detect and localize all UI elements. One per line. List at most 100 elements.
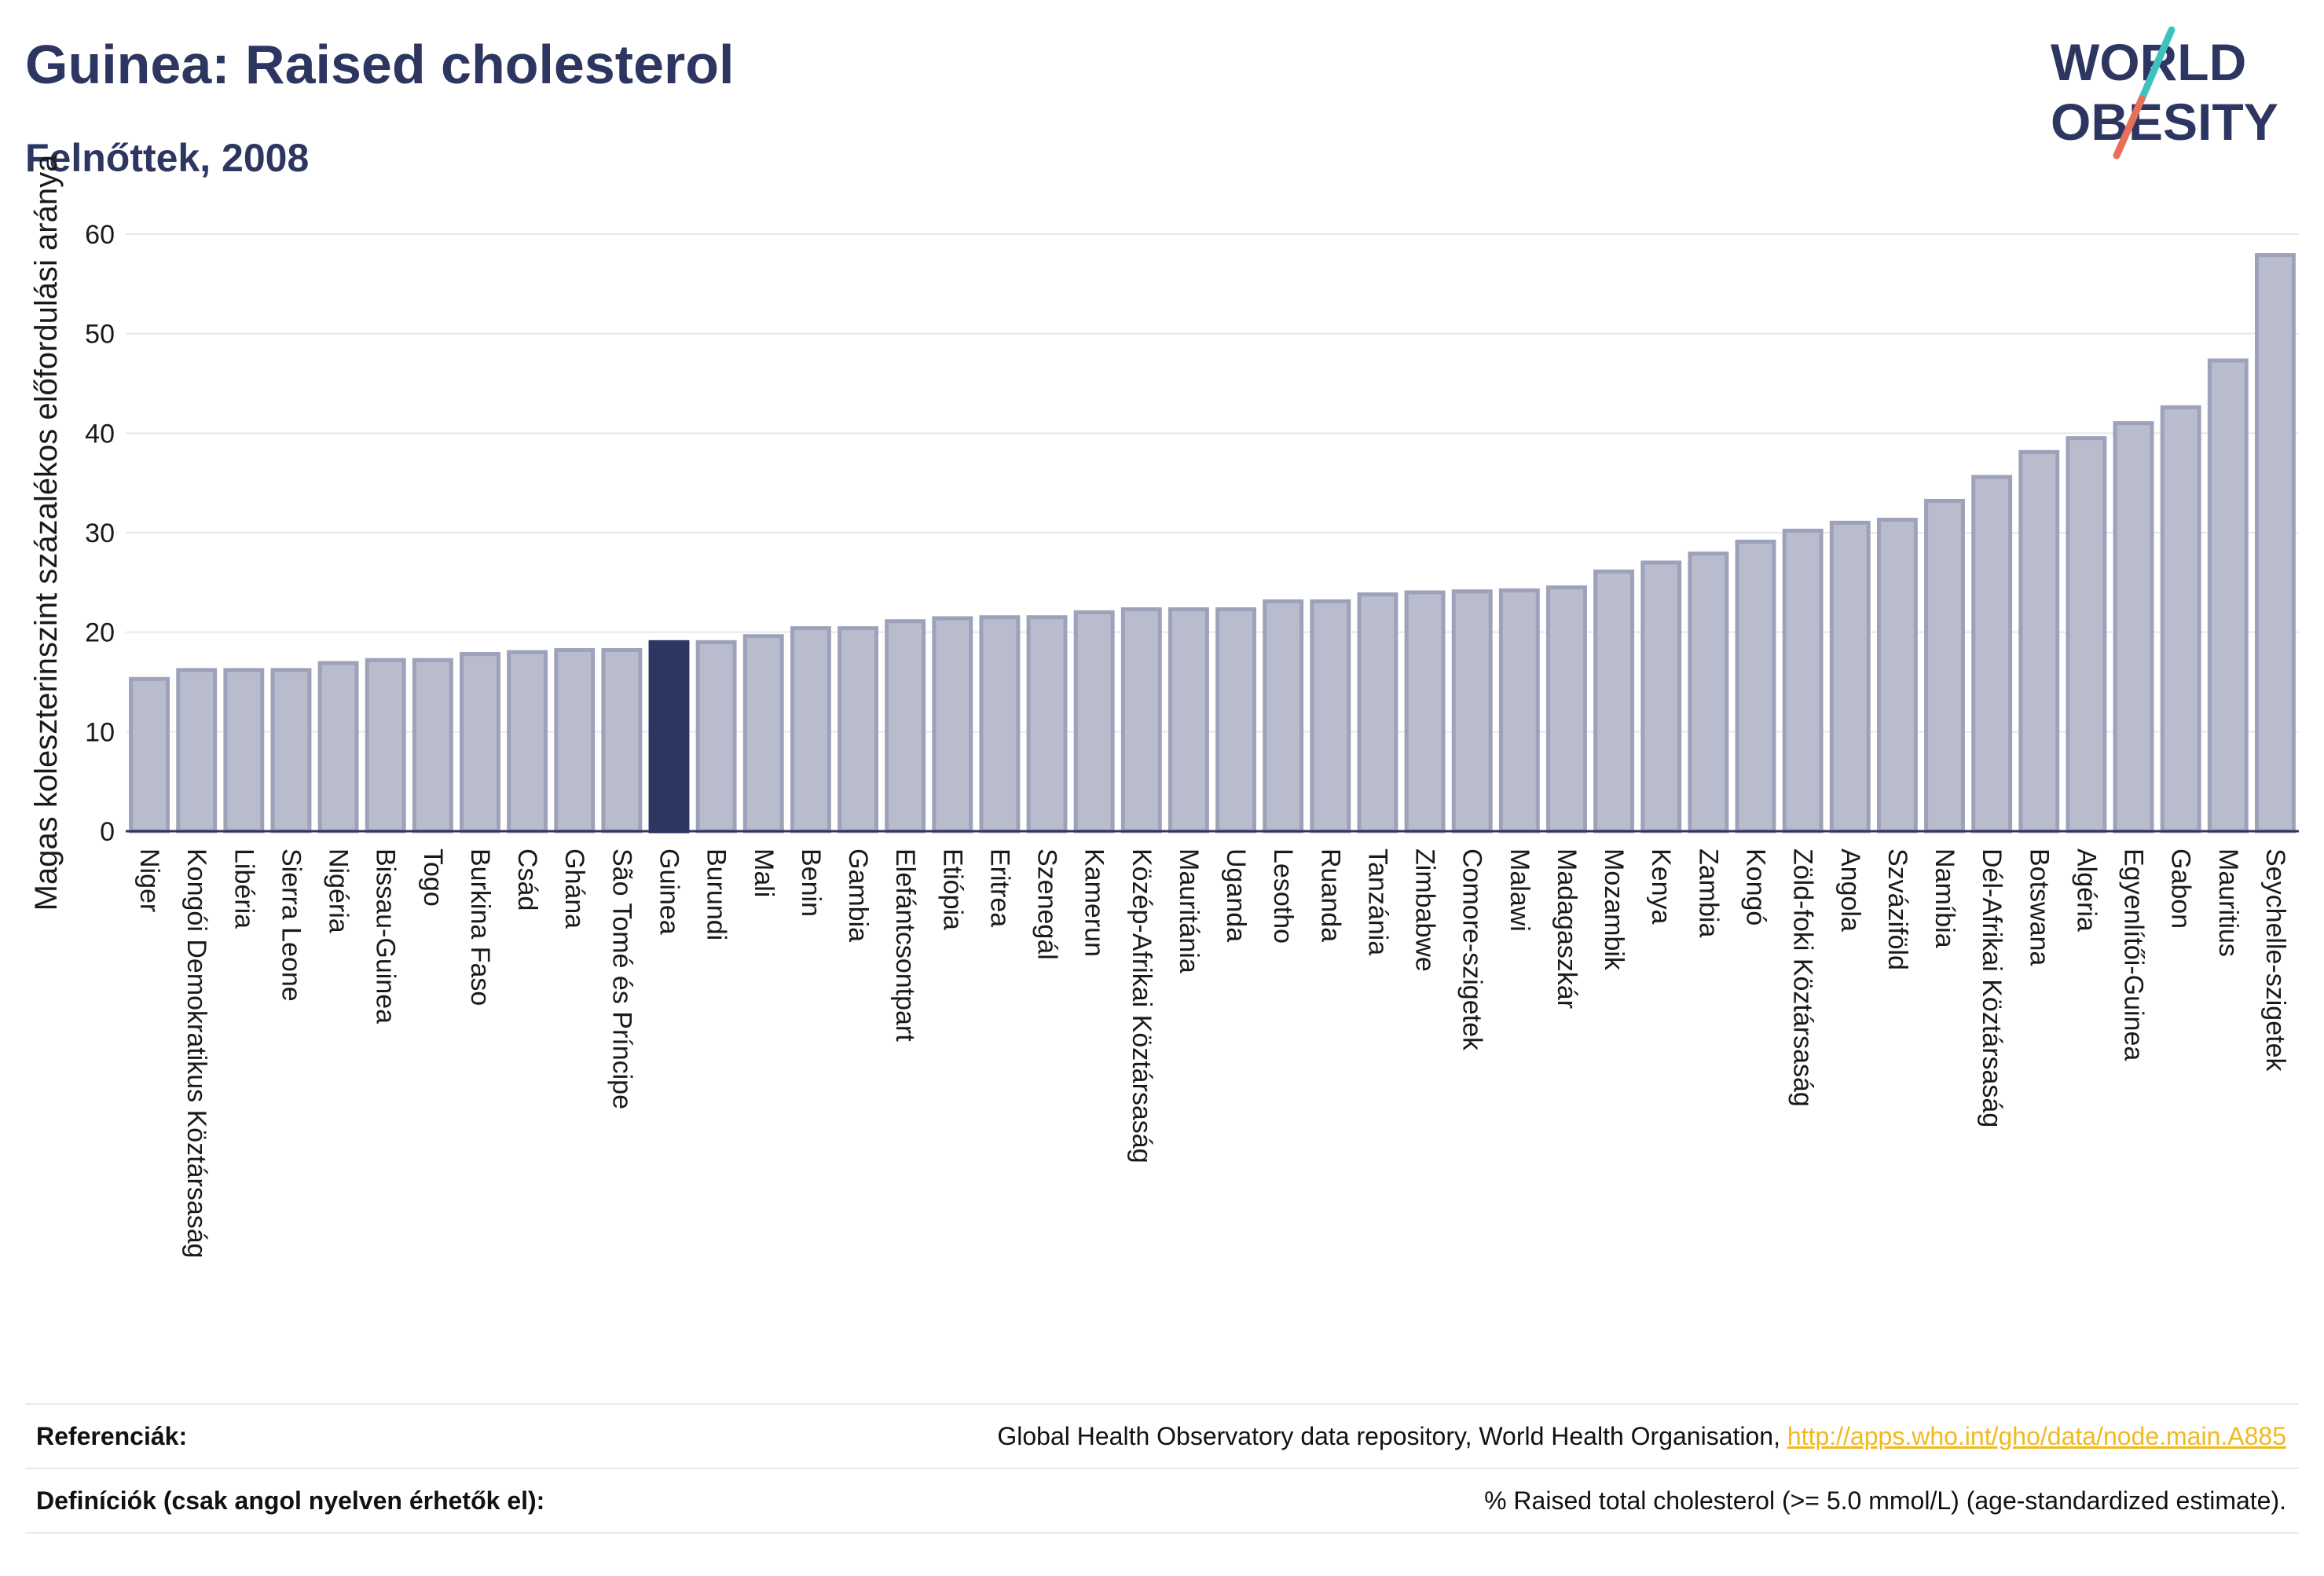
- x-tick-label: Guinea: [654, 848, 684, 935]
- bar: [1357, 592, 1398, 834]
- logo-coral-slash: [2113, 95, 2146, 159]
- bar: [742, 634, 784, 834]
- bar: [1120, 607, 1162, 834]
- bar: [507, 650, 548, 834]
- bar: [601, 647, 643, 834]
- x-tick-label: Gabon: [2166, 848, 2196, 929]
- x-tick-label: Nigéria: [324, 848, 354, 933]
- x-tick-label: Elefántcsontpart: [890, 848, 920, 1042]
- bar: [223, 668, 265, 834]
- bar: [129, 676, 170, 834]
- x-tick-label: Zimbabwe: [1410, 848, 1440, 972]
- x-tick-label: Togo: [418, 848, 448, 907]
- bar: [1735, 539, 1776, 834]
- bar: [885, 619, 926, 834]
- bar-chart: 0 10 20 30 40 50 60 Niger Kongói Demokratikus K…: [29, 154, 2299, 1259]
- bars: [129, 253, 2296, 834]
- references-link[interactable]: http://apps.who.int/gho/data/node.main.A…: [1787, 1422, 2286, 1450]
- logo-line2: OBESITY: [2051, 93, 2278, 151]
- bar: [554, 647, 596, 834]
- x-tick-label: Kenya: [1646, 848, 1676, 924]
- bar: [1593, 569, 1635, 834]
- definitions-value: % Raised total cholesterol (>= 5.0 mmol/…: [1484, 1486, 2286, 1515]
- references-label: Referenciák:: [36, 1422, 188, 1450]
- x-tick-label: Seychelle-szigetek: [2260, 848, 2290, 1072]
- x-tick-label: Libéria: [229, 848, 258, 929]
- bar: [838, 626, 878, 834]
- x-tick-label: Zöld-foki Köztársaság: [1788, 848, 1818, 1107]
- x-tick-label: Etiópia: [937, 848, 967, 930]
- x-tick-label: Közép-Afrikai Köztársaság: [1127, 848, 1157, 1164]
- y-tick-label: 20: [85, 618, 115, 648]
- definitions-row: Definíciók (csak angol nyelven érhetők e…: [25, 1468, 2299, 1534]
- bar: [648, 640, 690, 834]
- x-tick-label: Mali: [749, 848, 779, 897]
- bar: [2160, 405, 2201, 834]
- world-obesity-logo: WORLD OBESITY: [2051, 26, 2278, 159]
- x-tick-label: Namíbia: [1930, 848, 1959, 948]
- x-tick-label: Burkina Faso: [465, 848, 495, 1006]
- x-tick-label: Mauritius: [2213, 848, 2243, 957]
- bar: [2113, 421, 2154, 834]
- logo-teal-slash: [2138, 26, 2176, 103]
- bar: [460, 652, 500, 834]
- y-tick-label: 50: [85, 320, 115, 350]
- x-tick-label: Kamerun: [1080, 848, 1109, 957]
- bar: [2018, 449, 2060, 834]
- x-tick-label: Kongó: [1741, 848, 1771, 925]
- x-tick-label: Algéria: [2071, 848, 2101, 932]
- bar: [979, 615, 1021, 834]
- y-tick-label: 30: [85, 519, 115, 548]
- x-tick-label: Mozambik: [1599, 848, 1629, 971]
- x-tick-label: Ruanda: [1315, 848, 1345, 942]
- bar: [1640, 560, 1682, 834]
- x-tick-label: Niger: [134, 848, 164, 912]
- bar: [932, 616, 973, 834]
- x-tick-label: Zambia: [1693, 848, 1723, 937]
- bar: [176, 668, 218, 834]
- bar: [1782, 528, 1824, 834]
- x-tick-label: Malawi: [1505, 848, 1534, 932]
- bar: [1026, 615, 1068, 834]
- x-tick-label: Madagaszkár: [1552, 848, 1582, 1009]
- references-value: Global Health Observatory data repositor…: [997, 1422, 2286, 1451]
- bar: [365, 658, 406, 834]
- x-tick-label: Angola: [1835, 848, 1865, 932]
- x-tick-label: Szenegál: [1032, 848, 1062, 960]
- x-tick-label: Lesotho: [1268, 848, 1298, 944]
- x-tick-label: Szváziföld: [1882, 848, 1912, 970]
- y-axis-ticks: 0 10 20 30 40 50 60: [85, 220, 115, 847]
- bar: [1971, 475, 2013, 834]
- y-tick-label: 60: [85, 220, 115, 250]
- x-tick-label: Sierra Leone: [276, 848, 306, 1002]
- y-axis-label: Magas koleszterinszint százalékos előfor…: [29, 154, 64, 911]
- x-tick-label: Egyenlítői-Guinea: [2119, 848, 2149, 1061]
- bar: [1215, 607, 1257, 834]
- bar: [317, 661, 359, 834]
- x-tick-label: Csád: [512, 848, 542, 911]
- y-tick-label: 40: [85, 419, 115, 449]
- bar: [1924, 498, 1965, 834]
- references-row: Referenciák: Global Health Observatory d…: [25, 1403, 2299, 1468]
- bar: [1876, 518, 1918, 834]
- x-tick-label: Mauritánia: [1174, 848, 1204, 973]
- bar: [1546, 585, 1587, 834]
- bar: [1451, 589, 1493, 834]
- x-tick-label: Bissau-Guinea: [371, 848, 401, 1024]
- x-tick-label: Eritrea: [984, 848, 1014, 927]
- x-tick-label: Gambia: [843, 848, 873, 942]
- x-axis-labels: Niger Kongói Demokratikus Köztársaság Libé…: [134, 848, 2290, 1259]
- definitions-label: Definíciók (csak angol nyelven érhetők e…: [36, 1486, 545, 1515]
- chart-subtitle: Felnőttek, 2008: [25, 136, 310, 180]
- x-tick-label: Dél-Afrikai Köztársaság: [1977, 848, 2007, 1127]
- bar: [1829, 520, 1871, 834]
- x-tick-label: Tanzánia: [1362, 848, 1392, 955]
- x-tick-label: Uganda: [1221, 848, 1251, 942]
- x-tick-label: Kongói Demokratikus Köztársaság: [181, 848, 211, 1259]
- bar: [2066, 436, 2107, 834]
- bar: [270, 668, 312, 834]
- x-tick-label: Burundi: [702, 848, 731, 940]
- bar: [2254, 253, 2296, 834]
- footer: Referenciák: Global Health Observatory d…: [25, 1403, 2299, 1537]
- chart-title: Guinea: Raised cholesterol: [25, 34, 735, 95]
